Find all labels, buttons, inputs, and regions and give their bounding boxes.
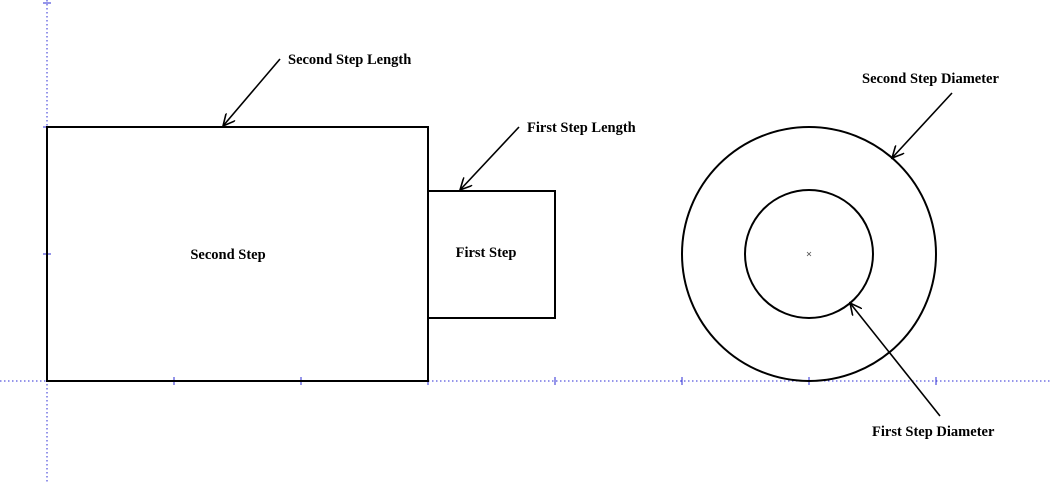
first-step-length-label: First Step Length [527,120,636,136]
end-view [681,126,937,382]
first-step-length-arrow [460,126,520,190]
second-step-length-label: Second Step Length [288,52,411,68]
origin-marker-icon [46,367,62,382]
first-step-circle[interactable] [744,189,874,319]
second-step-diameter-label: Second Step Diameter [862,71,999,87]
center-point-icon [806,251,812,257]
second-step-label: Second Step [190,247,265,263]
first-step-diameter-label: First Step Diameter [872,424,995,440]
second-step-diameter-arrow [892,92,953,158]
first-step-label: First Step [456,245,517,261]
second-step-length-arrow [223,58,281,126]
dimension-callouts: Second Step Length First Step Length Sec… [223,52,999,440]
second-step-circle[interactable] [681,126,937,382]
first-step-diameter-arrow [850,303,941,417]
first-step-rect[interactable] [427,190,556,319]
side-view: Second Step First Step [46,126,556,382]
